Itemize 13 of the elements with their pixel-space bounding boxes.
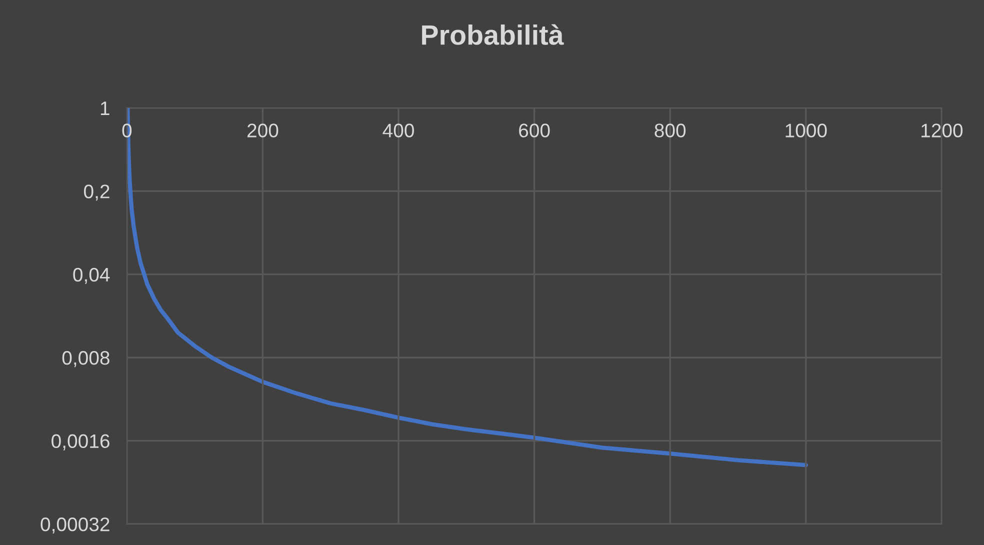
x-tick-label: 200 xyxy=(247,124,278,138)
y-tick-label: 0,008 xyxy=(62,351,110,368)
y-tick-label: 1 xyxy=(100,102,110,115)
y-tick-label: 0,00032 xyxy=(40,517,110,534)
x-tick-label: 600 xyxy=(519,124,550,138)
chart-title: Probabilità xyxy=(422,24,564,45)
x-tick-label: 1000 xyxy=(786,124,827,138)
y-tick-label: 0,2 xyxy=(84,184,110,201)
y-tick-label: 0,0016 xyxy=(52,434,110,450)
x-tick-label: 1200 xyxy=(922,124,963,138)
x-tick-label: 800 xyxy=(654,124,686,138)
y-tick-label: 0,04 xyxy=(73,268,110,284)
x-tick-label: 400 xyxy=(382,124,414,138)
